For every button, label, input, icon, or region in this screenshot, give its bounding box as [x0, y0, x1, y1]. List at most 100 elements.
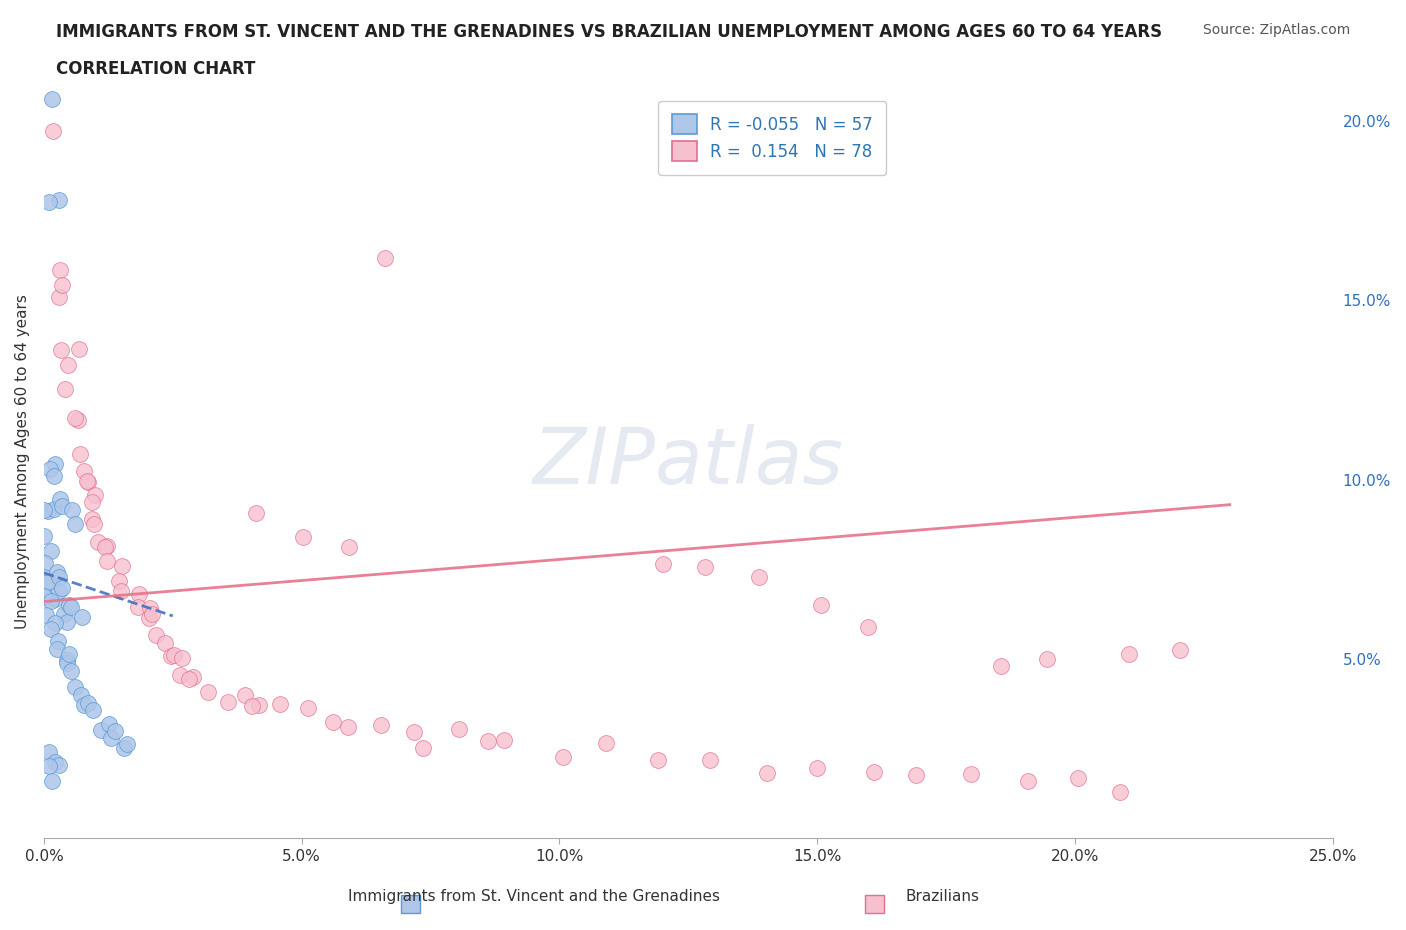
- Point: [699, 752, 721, 767]
- Point: [447, 722, 470, 737]
- Point: [48, 757, 70, 772]
- Point: [82, 702, 104, 717]
- Point: [551, 750, 574, 764]
- Point: [37, 504, 59, 519]
- Point: [100, 731, 122, 746]
- Point: [63, 516, 86, 531]
- Point: [32, 503, 55, 518]
- Point: [652, 556, 675, 571]
- Point: [44, 616, 66, 631]
- Point: [44, 754, 66, 769]
- Point: [37, 575, 59, 590]
- Point: [112, 740, 135, 755]
- Point: [44, 501, 66, 516]
- Point: [141, 606, 163, 621]
- Point: [1018, 773, 1040, 788]
- Point: [41, 773, 63, 788]
- Point: [70, 687, 93, 702]
- Point: [183, 670, 205, 684]
- Point: [56, 615, 79, 630]
- Point: [477, 734, 499, 749]
- Point: [1036, 652, 1059, 667]
- Point: [82, 512, 104, 526]
- Point: [179, 671, 201, 686]
- Point: [806, 761, 828, 776]
- Point: [96, 539, 118, 554]
- Point: [53, 607, 76, 622]
- Point: [51, 498, 73, 513]
- Point: [217, 695, 239, 710]
- Point: [48, 289, 70, 304]
- Point: [297, 700, 319, 715]
- Point: [70, 609, 93, 624]
- Point: [69, 446, 91, 461]
- Point: [51, 278, 73, 293]
- Text: Source: ZipAtlas.com: Source: ZipAtlas.com: [1202, 23, 1350, 37]
- Point: [35, 607, 58, 622]
- Point: [810, 597, 832, 612]
- Point: [76, 473, 98, 488]
- Point: [904, 768, 927, 783]
- Point: [337, 720, 360, 735]
- Point: [145, 628, 167, 643]
- Point: [1108, 784, 1130, 799]
- Point: [48, 193, 70, 207]
- Point: [862, 764, 884, 779]
- Text: ZIPatlas: ZIPatlas: [533, 423, 844, 499]
- Point: [1118, 647, 1140, 662]
- Point: [38, 759, 60, 774]
- Point: [63, 679, 86, 694]
- Point: [128, 587, 150, 602]
- Point: [51, 580, 73, 595]
- Text: Immigrants from St. Vincent and the Grenadines: Immigrants from St. Vincent and the Gren…: [349, 889, 720, 904]
- Point: [83, 516, 105, 531]
- Point: [370, 718, 392, 733]
- Point: [412, 740, 434, 755]
- Point: [38, 462, 60, 477]
- Point: [59, 663, 82, 678]
- Point: [80, 495, 103, 510]
- Point: [56, 656, 79, 671]
- Point: [67, 342, 90, 357]
- Point: [990, 658, 1012, 673]
- Point: [138, 611, 160, 626]
- Point: [55, 653, 77, 668]
- Point: [242, 699, 264, 714]
- Point: [111, 558, 134, 573]
- Point: [138, 601, 160, 616]
- Point: [87, 534, 110, 549]
- Point: [39, 621, 62, 636]
- Point: [73, 464, 96, 479]
- Point: [76, 696, 98, 711]
- Point: [44, 457, 66, 472]
- Point: [748, 569, 770, 584]
- Y-axis label: Unemployment Among Ages 60 to 64 years: Unemployment Among Ages 60 to 64 years: [15, 294, 30, 629]
- Point: [49, 262, 72, 277]
- Point: [84, 488, 107, 503]
- Point: [404, 724, 426, 739]
- Point: [856, 619, 879, 634]
- Point: [160, 648, 183, 663]
- Point: [34, 556, 56, 571]
- Point: [65, 411, 87, 426]
- Point: [153, 635, 176, 650]
- Point: [51, 342, 73, 357]
- Point: [374, 251, 396, 266]
- Point: [60, 503, 83, 518]
- Point: [337, 539, 360, 554]
- Point: [693, 559, 716, 574]
- Point: [44, 469, 66, 484]
- Point: [110, 584, 132, 599]
- Point: [38, 745, 60, 760]
- Point: [42, 124, 65, 139]
- Point: [292, 529, 315, 544]
- Point: [127, 599, 149, 614]
- Point: [104, 724, 127, 738]
- Point: [235, 687, 257, 702]
- Point: [245, 506, 267, 521]
- Point: [38, 575, 60, 590]
- Point: [322, 715, 344, 730]
- Point: [94, 539, 117, 554]
- Point: [96, 553, 118, 568]
- Point: [595, 736, 617, 751]
